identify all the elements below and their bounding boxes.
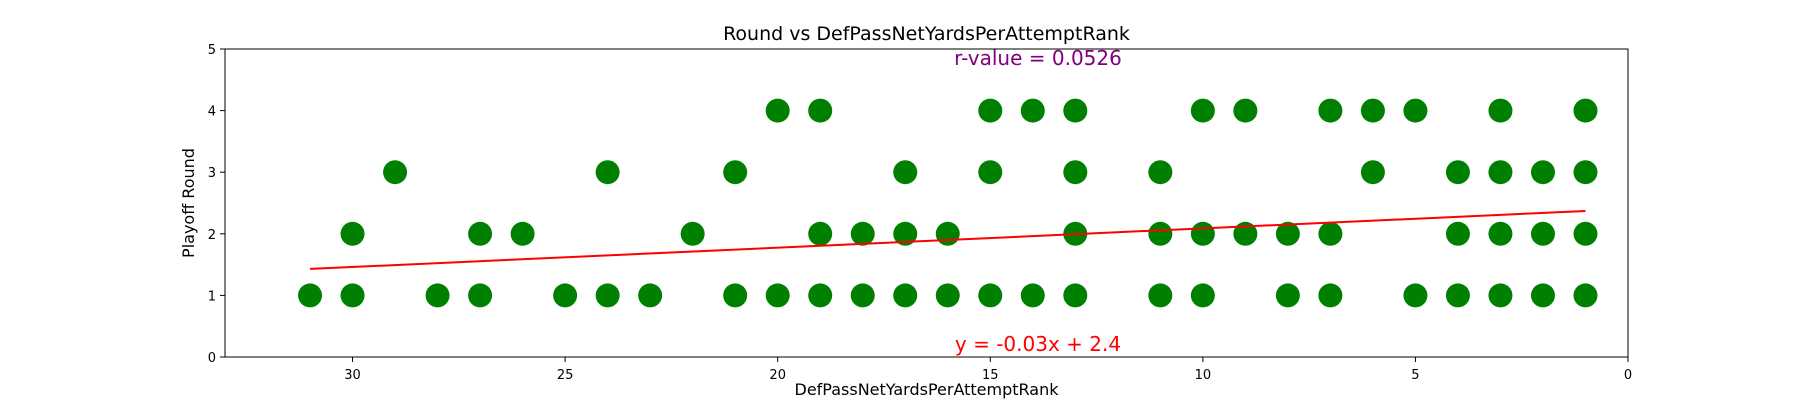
data-point [1318, 221, 1343, 246]
data-point [1530, 221, 1555, 246]
data-point [595, 160, 620, 185]
data-point [468, 221, 493, 246]
data-point [1148, 283, 1173, 308]
data-point [1488, 283, 1513, 308]
y-tick-label: 5 [208, 43, 216, 58]
data-point [978, 283, 1003, 308]
x-tick-label: 15 [982, 368, 999, 383]
data-point [1403, 98, 1428, 123]
x-tick-label: 5 [1411, 368, 1419, 383]
data-point [935, 283, 960, 308]
x-tick-label: 20 [769, 368, 786, 383]
data-point [340, 221, 365, 246]
data-point [1020, 283, 1045, 308]
x-tick-label: 10 [1195, 368, 1212, 383]
data-point [638, 283, 663, 308]
data-point [893, 160, 918, 185]
data-point [1360, 160, 1385, 185]
y-tick-label: 0 [208, 351, 216, 366]
data-point [340, 283, 365, 308]
data-point [1445, 160, 1470, 185]
data-point [1445, 283, 1470, 308]
data-point [595, 283, 620, 308]
data-point [1148, 160, 1173, 185]
data-point [1360, 98, 1385, 123]
chart-title: Round vs DefPassNetYardsPerAttemptRank [723, 23, 1130, 45]
data-point [1190, 98, 1215, 123]
data-point [468, 283, 493, 308]
regression-line [309, 210, 1586, 270]
y-tick-label: 1 [208, 289, 216, 304]
data-point [935, 221, 960, 246]
data-point [765, 98, 790, 123]
data-point [1445, 221, 1470, 246]
data-point [425, 283, 450, 308]
data-point [1233, 221, 1258, 246]
data-point [1190, 221, 1215, 246]
data-point [1530, 283, 1555, 308]
data-point [808, 283, 833, 308]
data-point [553, 283, 578, 308]
x-axis-label: DefPassNetYardsPerAttemptRank [795, 380, 1060, 399]
y-axis-label: Playoff Round [179, 148, 198, 258]
data-point [510, 221, 535, 246]
data-point [1190, 283, 1215, 308]
data-point [1573, 221, 1598, 246]
data-point [765, 283, 790, 308]
data-point [1488, 160, 1513, 185]
data-point [1573, 283, 1598, 308]
data-point [383, 160, 408, 185]
y-tick-label: 4 [208, 105, 216, 120]
points-layer [298, 98, 1598, 308]
data-point [893, 283, 918, 308]
data-point [723, 283, 748, 308]
y-tick-label: 3 [208, 166, 216, 181]
y-axis: 0 1 2 3 4 5 [208, 43, 225, 366]
data-point [723, 160, 748, 185]
data-point [1063, 283, 1088, 308]
data-point [1275, 221, 1300, 246]
data-point [850, 221, 875, 246]
data-point [1233, 98, 1258, 123]
data-point [1318, 98, 1343, 123]
data-point [298, 283, 323, 308]
data-point [850, 283, 875, 308]
x-tick-label: 30 [344, 368, 361, 383]
data-point [808, 98, 833, 123]
data-point [1318, 283, 1343, 308]
data-point [1488, 221, 1513, 246]
data-point [1063, 160, 1088, 185]
data-point [680, 221, 705, 246]
data-point [808, 221, 833, 246]
x-tick-label: 25 [557, 368, 574, 383]
x-tick-label: 0 [1624, 368, 1632, 383]
y-tick-label: 2 [208, 228, 216, 243]
data-point [978, 160, 1003, 185]
x-axis: 30 25 20 15 10 5 0 [344, 357, 1632, 383]
data-point [1148, 221, 1173, 246]
plot-area [224, 48, 1629, 358]
data-point [893, 221, 918, 246]
data-point [1573, 98, 1598, 123]
data-point [1063, 98, 1088, 123]
data-point [1488, 98, 1513, 123]
data-point [978, 98, 1003, 123]
data-point [1020, 98, 1045, 123]
data-point [1573, 160, 1598, 185]
data-point [1530, 160, 1555, 185]
regression-equation: y = -0.03x + 2.4 [955, 332, 1121, 356]
data-point [1403, 283, 1428, 308]
data-point [1275, 283, 1300, 308]
r-value-annotation: r-value = 0.0526 [954, 46, 1122, 70]
